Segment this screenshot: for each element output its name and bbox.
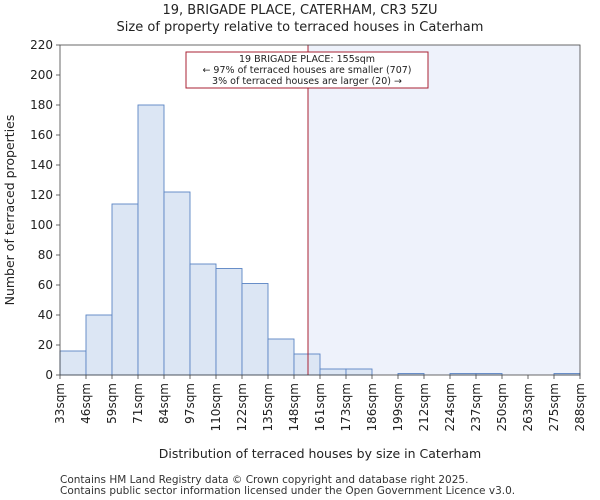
x-tick-label: 250sqm [495, 383, 509, 431]
x-tick-label: 71sqm [131, 383, 145, 424]
histogram-bar [189, 263, 217, 376]
chart-subtitle: Size of property relative to terraced ho… [116, 20, 484, 35]
histogram-bar [111, 203, 139, 376]
x-tick-label: 173sqm [339, 383, 353, 431]
x-tick-label: 212sqm [417, 383, 431, 431]
annotation-line-2: ← 97% of terraced houses are smaller (70… [202, 65, 411, 76]
y-tick-label: 80 [38, 248, 53, 262]
y-tick-label: 120 [30, 188, 53, 202]
histogram-bar [319, 368, 347, 376]
x-tick-label: 84sqm [157, 383, 171, 424]
x-tick-label: 199sqm [391, 383, 405, 431]
x-tick-label: 237sqm [469, 383, 483, 431]
y-tick-label: 40 [38, 308, 53, 322]
chart-title: 19, BRIGADE PLACE, CATERHAM, CR3 5ZU [162, 3, 438, 18]
x-tick-label: 186sqm [365, 383, 379, 431]
annotation-box: 19 BRIGADE PLACE: 155sqm ← 97% of terrac… [185, 51, 429, 89]
x-tick-label: 46sqm [79, 383, 93, 424]
y-axis-label: Number of terraced properties [2, 115, 17, 306]
histogram-bar [241, 283, 269, 376]
x-tick-label: 59sqm [105, 383, 119, 424]
y-tick-label: 100 [30, 218, 53, 232]
x-tick-label: 148sqm [287, 383, 301, 431]
x-tick-label: 122sqm [235, 383, 249, 431]
histogram-bar [137, 104, 165, 376]
x-tick-label: 224sqm [443, 383, 457, 431]
x-tick-label: 33sqm [53, 383, 67, 424]
footer-licence: Contains public sector information licen… [60, 485, 516, 497]
y-tick-label: 180 [30, 98, 53, 112]
x-tick-label: 110sqm [209, 383, 223, 431]
histogram-bar [85, 314, 113, 376]
histogram-bar [267, 338, 295, 376]
x-tick-label: 135sqm [261, 383, 275, 431]
histogram-bar [215, 268, 243, 376]
histogram-bar [163, 191, 191, 376]
y-tick-label: 20 [38, 338, 53, 352]
y-tick-label: 160 [30, 128, 53, 142]
histogram-bar [293, 353, 321, 376]
histogram-bar [345, 368, 373, 376]
x-tick-label: 161sqm [313, 383, 327, 431]
y-tick-label: 140 [30, 158, 53, 172]
x-tick-label: 288sqm [573, 383, 587, 431]
annotation-line-3: 3% of terraced houses are larger (20) → [212, 76, 402, 87]
y-tick-label: 0 [45, 368, 53, 382]
footer-copyright: Contains HM Land Registry data © Crown c… [60, 474, 469, 486]
x-tick-label: 275sqm [547, 383, 561, 431]
x-tick-label: 97sqm [183, 383, 197, 424]
x-axis-label: Distribution of terraced houses by size … [159, 446, 481, 461]
larger-region-highlight [308, 45, 580, 375]
y-tick-label: 200 [30, 68, 53, 82]
x-tick-label: 263sqm [521, 383, 535, 431]
annotation-line-1: 19 BRIGADE PLACE: 155sqm [239, 54, 375, 65]
y-tick-label: 220 [30, 38, 53, 52]
y-tick-label: 60 [38, 278, 53, 292]
histogram-bar [59, 350, 87, 376]
